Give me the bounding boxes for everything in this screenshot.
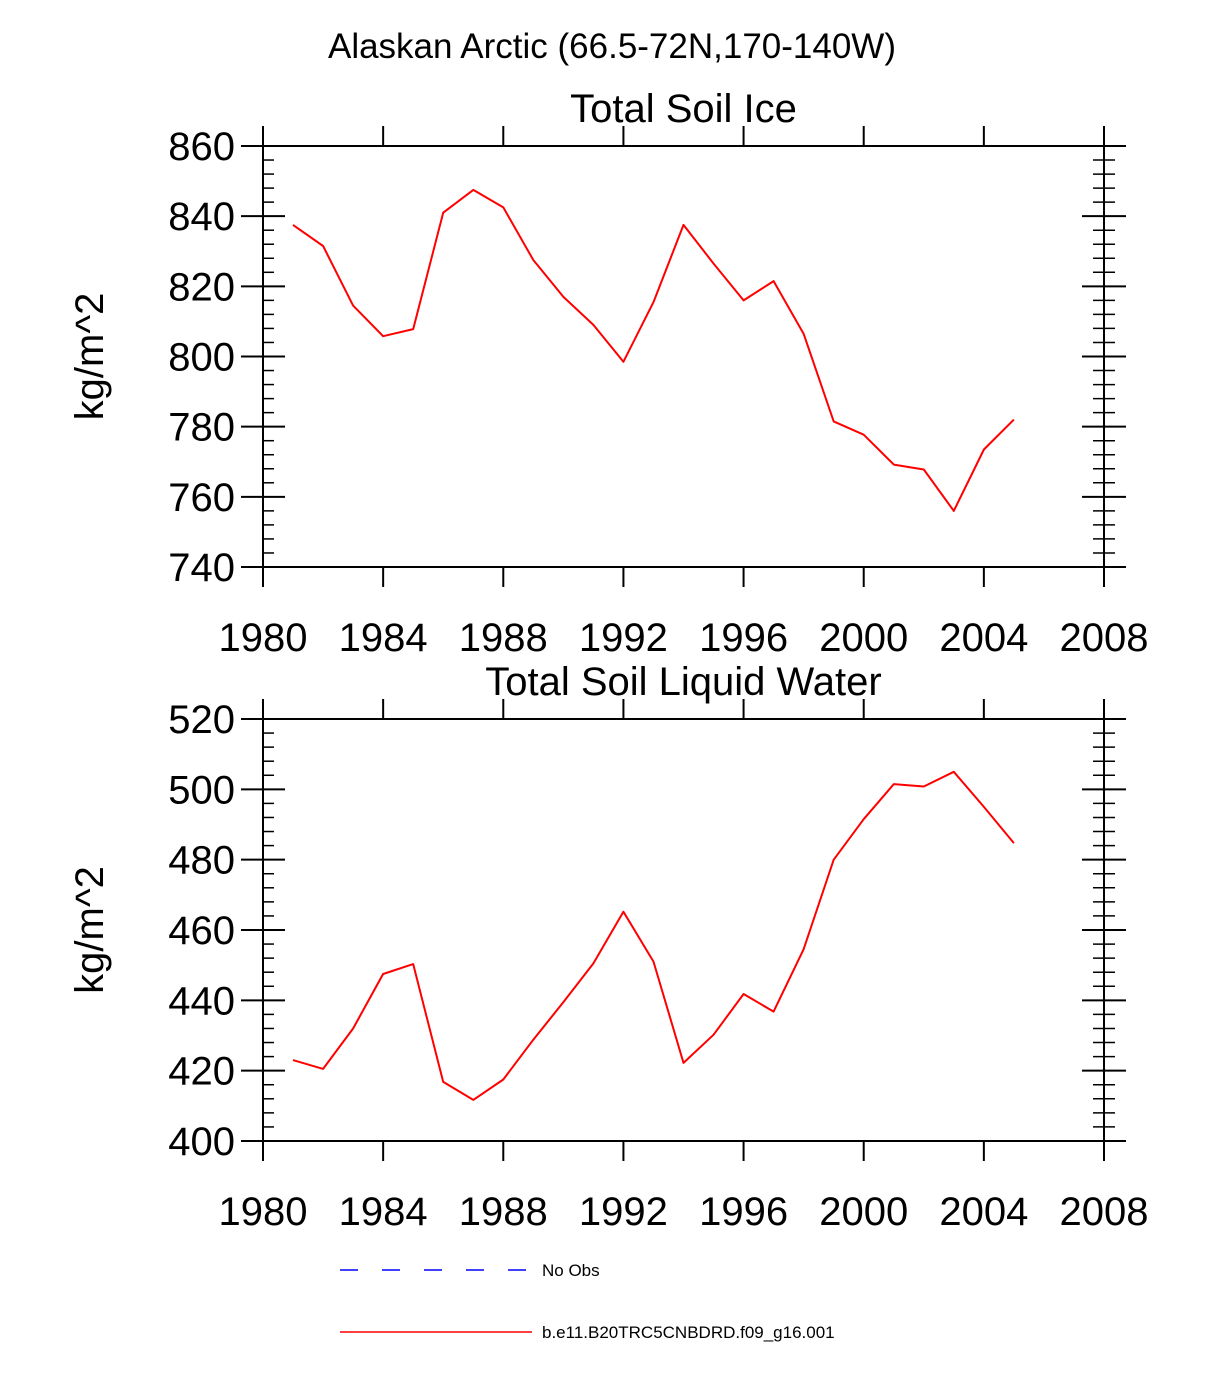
y-tick-label: 520: [168, 698, 235, 742]
y-tick-label: 780: [168, 406, 235, 450]
plot-frame: [262, 718, 1105, 1142]
x-tick-label: 1992: [579, 1190, 668, 1234]
x-tick-label: 1992: [579, 616, 668, 660]
legend: No Obs b.e11.B20TRC5CNBDRD.f09_g16.001: [340, 1261, 835, 1342]
y-tick-label: 860: [168, 125, 235, 169]
series-line: [292, 770, 1015, 1101]
plot-frame: [262, 145, 1105, 568]
soil-ice-panel: Total Soil Ice 1980 1984 1988 1992 1996 2000 20…: [68, 87, 1148, 660]
x-tick-label: 2008: [1060, 1190, 1149, 1234]
x-tick-label: 1996: [699, 1190, 788, 1234]
x-tick-label: 2008: [1060, 616, 1149, 660]
y-tick-label: 740: [168, 546, 235, 590]
x-tick-label: 1988: [459, 1190, 548, 1234]
x-tick-label: 1980: [219, 616, 308, 660]
x-tick-label: 1980: [219, 1190, 308, 1234]
x-tick-label: 2000: [819, 616, 908, 660]
x-tick-label: 2000: [819, 1190, 908, 1234]
y-tick-label: 800: [168, 336, 235, 380]
x-tick-label: 1988: [459, 616, 548, 660]
x-tick-label: 2004: [939, 616, 1028, 660]
y-tick-label: 840: [168, 195, 235, 239]
x-tick-label: 1984: [339, 1190, 428, 1234]
y-tick-label: 760: [168, 476, 235, 520]
y-axis-label: kg/m^2: [68, 293, 112, 421]
y-tick-label: 440: [168, 979, 235, 1023]
y-axis-label: kg/m^2: [68, 866, 112, 994]
panel-title: Total Soil Liquid Water: [485, 660, 881, 704]
x-tick-label: 1996: [699, 616, 788, 660]
y-tick-label: 500: [168, 768, 235, 812]
legend-label: No Obs: [542, 1261, 600, 1280]
x-tick-label: 1984: [339, 616, 428, 660]
soil-liquid-water-panel: Total Soil Liquid Water 1980 1984 1988 1992 1…: [68, 660, 1148, 1234]
figure-title: Alaskan Arctic (66.5-72N,170-140W): [328, 27, 896, 66]
y-tick-label: 420: [168, 1050, 235, 1094]
legend-label: b.e11.B20TRC5CNBDRD.f09_g16.001: [542, 1323, 835, 1342]
y-tick-label: 400: [168, 1120, 235, 1164]
y-tick-label: 460: [168, 909, 235, 953]
series-line: [292, 188, 1015, 512]
y-tick-label: 820: [168, 265, 235, 309]
panel-title: Total Soil Ice: [570, 87, 797, 131]
x-tick-label: 2004: [939, 1190, 1028, 1234]
y-tick-label: 480: [168, 839, 235, 883]
